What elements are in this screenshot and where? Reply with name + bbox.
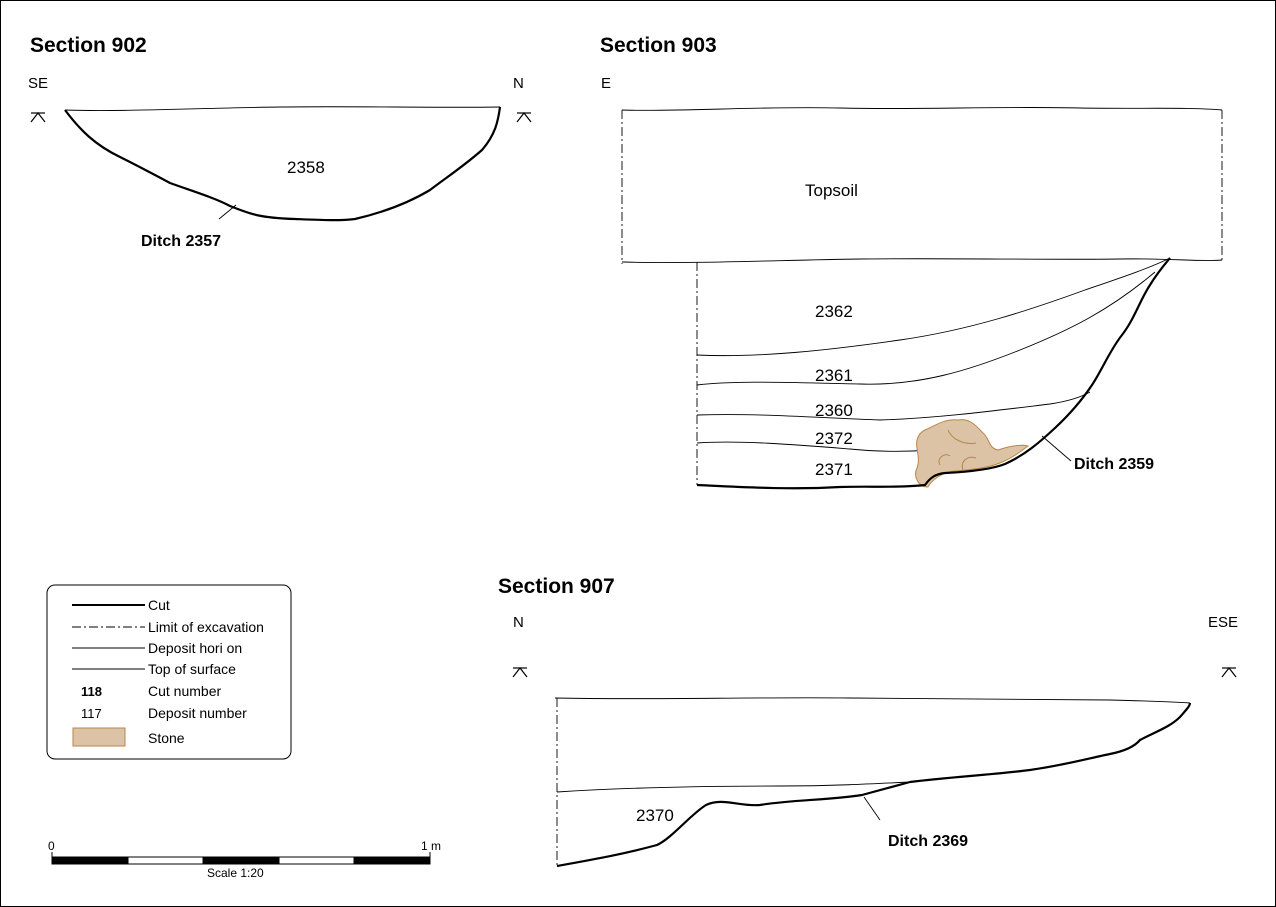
scale-bar-segment [127, 856, 204, 865]
section-903-topsoil-label: Topsoil [805, 181, 858, 200]
section-907-deposit-horizon [556, 781, 911, 793]
scale-bar-segment [278, 856, 355, 865]
stone-inclusion [915, 419, 1030, 488]
section-902-right-orientation: N [513, 75, 524, 92]
deposit-horizon-2361 [696, 271, 1156, 386]
section-903-cut-line [696, 257, 1171, 490]
section-903-left-orientation: E [601, 75, 611, 92]
section-907-left-orientation: N [513, 614, 524, 631]
legend-label-deposit-number: Deposit number [148, 705, 247, 721]
section-903-cut-leader [1041, 435, 1072, 462]
section-903: Section 903 E Topsoil 2362 2361 2360 237… [600, 34, 1223, 490]
legend-code-deposit-number: 117 [81, 706, 102, 721]
section-903-cut-label: Ditch 2359 [1074, 456, 1154, 473]
deposit-horizon-2360 [696, 391, 1091, 421]
stone-inclusion-detail [938, 429, 977, 471]
section-902-surface-line [64, 106, 501, 112]
legend-label-stone: Stone [148, 730, 185, 746]
scale-bar-segment [51, 856, 129, 865]
section-907-cut-leader [863, 796, 881, 821]
section-903-topsoil-top [621, 106, 1223, 111]
scale-bar-segment [202, 856, 280, 865]
deposit-number-2371: 2371 [815, 460, 853, 479]
section-903-title: Section 903 [600, 34, 717, 57]
datum-marker-icon [1221, 667, 1237, 678]
section-907-cut-label: Ditch 2369 [888, 833, 968, 850]
deposit-number-2372: 2372 [815, 429, 853, 448]
section-902-title: Section 902 [30, 34, 147, 57]
section-907-surface-line [554, 697, 1191, 704]
datum-marker-icon [512, 667, 528, 678]
section-902-cut-leader [218, 204, 237, 220]
deposit-horizon-2362 [696, 257, 1171, 357]
legend-box [46, 584, 292, 760]
deposit-number-2370: 2370 [636, 806, 674, 825]
legend-label-limit: Limit of excavation [148, 619, 264, 635]
section-902-left-orientation: SE [28, 75, 48, 92]
deposit-number-2362: 2362 [815, 302, 853, 321]
legend-code-cut-number: 118 [81, 684, 102, 699]
section-907-cut-line [556, 702, 1192, 868]
scale-bar-start-label: 0 [48, 839, 55, 853]
scale-bar-segment [353, 856, 431, 865]
deposit-number-2358: 2358 [287, 158, 325, 177]
legend-label-cut: Cut [148, 597, 170, 613]
deposit-number-2360: 2360 [815, 401, 853, 420]
deposit-horizon-2372 [696, 441, 931, 452]
section-907-right-orientation: ESE [1208, 614, 1238, 631]
section-902: Section 902 SE N 2358 Ditch 2357 [28, 34, 532, 250]
section-903-topsoil-base [621, 258, 1223, 264]
datum-marker-icon [30, 112, 46, 123]
scale-bar: 0 1 m Scale 1:20 [48, 839, 441, 880]
legend-label-cut-number: Cut number [148, 683, 221, 699]
scale-bar-caption: Scale 1:20 [207, 866, 264, 880]
section-907-title: Section 907 [498, 575, 615, 598]
deposit-number-2361: 2361 [815, 366, 853, 385]
scale-bar-end-label: 1 m [421, 839, 441, 853]
datum-marker-icon [516, 112, 532, 123]
section-902-cut-line [64, 106, 502, 222]
section-907: Section 907 N ESE 2370 Ditch 2369 [498, 575, 1238, 868]
legend-swatch-stone [72, 727, 126, 747]
section-902-cut-label: Ditch 2357 [141, 233, 221, 250]
legend: Cut Limit of excavation Deposit hori on … [46, 584, 292, 760]
legend-label-deposit-horizon: Deposit hori on [148, 640, 242, 656]
legend-label-top-surface: Top of surface [148, 661, 236, 677]
